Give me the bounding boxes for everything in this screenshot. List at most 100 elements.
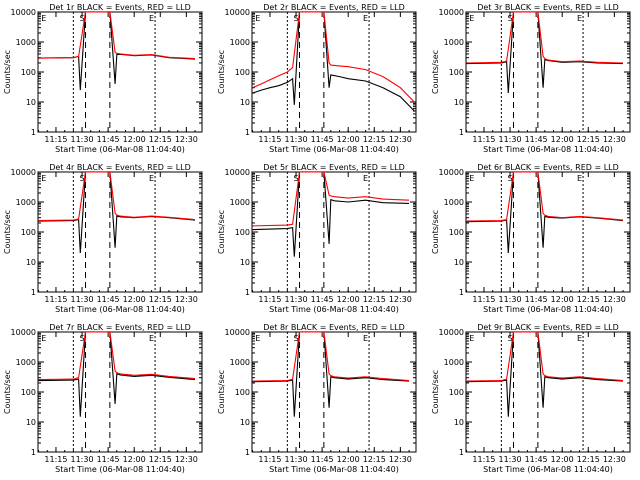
panel-det-6: Det 6r BLACK = Events, RED = LLD 1 10 100 10… bbox=[431, 163, 631, 314]
segment-marker: E bbox=[149, 174, 154, 183]
y-axis-label: Counts/sec bbox=[3, 370, 12, 414]
y-tick-label: 100 bbox=[449, 68, 464, 77]
x-axis-label: Start Time (06-Mar-08 11:04:40) bbox=[269, 465, 399, 474]
segment-marker: S bbox=[80, 174, 85, 183]
x-tick-label: 12:00 bbox=[551, 455, 574, 464]
x-tick-label: 11:30 bbox=[285, 295, 308, 304]
x-tick-label: 11:15 bbox=[258, 135, 281, 144]
segment-marker: E bbox=[41, 334, 46, 343]
y-axis-label: Counts/sec bbox=[431, 210, 440, 254]
segment-marker: E bbox=[469, 334, 474, 343]
panel-title: Det 8r BLACK = Events, RED = LLD bbox=[263, 323, 405, 332]
panel-title: Det 4r BLACK = Events, RED = LLD bbox=[49, 163, 191, 172]
x-tick-label: 12:30 bbox=[175, 455, 198, 464]
x-tick-label: 12:00 bbox=[123, 295, 146, 304]
y-axis-label: Counts/sec bbox=[217, 370, 226, 414]
panel-title: Det 1r BLACK = Events, RED = LLD bbox=[49, 3, 191, 12]
y-axis-label: Counts/sec bbox=[431, 50, 440, 94]
panel-det-8: Det 8r BLACK = Events, RED = LLD 1 10 100 10… bbox=[217, 323, 417, 474]
segment-marker: E bbox=[41, 14, 46, 23]
x-tick-label: 11:15 bbox=[472, 455, 495, 464]
x-tick-label: 11:45 bbox=[525, 135, 548, 144]
series-line-lld bbox=[252, 172, 410, 227]
segment-marker: E bbox=[469, 14, 474, 23]
y-tick-label: 1 bbox=[31, 128, 36, 137]
y-tick-label: 1000 bbox=[230, 358, 250, 367]
segment-marker: E bbox=[577, 334, 582, 343]
x-axis-label: Start Time (06-Mar-08 11:04:40) bbox=[483, 145, 613, 154]
x-tick-label: 12:30 bbox=[175, 135, 198, 144]
x-tick-label: 12:30 bbox=[389, 295, 412, 304]
series-line-lld bbox=[466, 12, 624, 64]
y-tick-label: 10000 bbox=[11, 328, 36, 337]
x-axis-label: Start Time (06-Mar-08 11:04:40) bbox=[269, 305, 399, 314]
y-tick-label: 100 bbox=[235, 228, 250, 237]
x-tick-label: 11:15 bbox=[472, 295, 495, 304]
x-tick-label: 11:45 bbox=[97, 135, 120, 144]
x-tick-label: 12:00 bbox=[551, 295, 574, 304]
x-tick-label: 12:00 bbox=[551, 135, 574, 144]
y-tick-label: 1 bbox=[459, 288, 464, 297]
x-tick-label: 11:30 bbox=[285, 135, 308, 144]
segment-marker: E bbox=[255, 334, 260, 343]
x-tick-label: 11:45 bbox=[525, 455, 548, 464]
x-tick-label: 12:30 bbox=[603, 135, 626, 144]
plot-frame bbox=[251, 331, 417, 453]
y-axis-label: Counts/sec bbox=[217, 50, 226, 94]
x-axis-label: Start Time (06-Mar-08 11:04:40) bbox=[55, 145, 185, 154]
y-tick-label: 10 bbox=[454, 258, 464, 267]
x-tick-label: 11:30 bbox=[71, 295, 94, 304]
segment-marker: S bbox=[294, 14, 299, 23]
y-tick-label: 10 bbox=[454, 98, 464, 107]
y-tick-label: 100 bbox=[449, 228, 464, 237]
segment-marker: E bbox=[363, 334, 368, 343]
y-tick-label: 10000 bbox=[439, 328, 464, 337]
x-axis-label: Start Time (06-Mar-08 11:04:40) bbox=[269, 145, 399, 154]
series-line-events bbox=[252, 12, 415, 112]
series-line-lld bbox=[38, 172, 196, 222]
segment-marker: S bbox=[508, 14, 513, 23]
series-line-lld bbox=[38, 12, 196, 60]
y-tick-label: 100 bbox=[449, 388, 464, 397]
x-tick-label: 12:15 bbox=[149, 135, 172, 144]
y-tick-label: 100 bbox=[21, 388, 36, 397]
y-tick-label: 1 bbox=[31, 448, 36, 457]
y-tick-label: 1000 bbox=[16, 358, 36, 367]
y-tick-label: 100 bbox=[21, 68, 36, 77]
x-tick-label: 11:45 bbox=[97, 455, 120, 464]
x-tick-label: 11:15 bbox=[44, 455, 67, 464]
x-tick-label: 11:30 bbox=[499, 455, 522, 464]
y-tick-label: 10 bbox=[454, 418, 464, 427]
x-tick-label: 11:15 bbox=[44, 135, 67, 144]
x-tick-label: 11:45 bbox=[311, 455, 334, 464]
x-tick-label: 12:15 bbox=[363, 295, 386, 304]
segment-marker: E bbox=[577, 14, 582, 23]
panel-title: Det 6r BLACK = Events, RED = LLD bbox=[477, 163, 619, 172]
x-tick-label: 11:30 bbox=[499, 135, 522, 144]
x-axis-label: Start Time (06-Mar-08 11:04:40) bbox=[55, 305, 185, 314]
x-tick-label: 12:15 bbox=[577, 295, 600, 304]
panel-det-3: Det 3r BLACK = Events, RED = LLD 1 10 100 10… bbox=[431, 3, 631, 154]
y-tick-label: 10 bbox=[240, 258, 250, 267]
x-tick-label: 11:30 bbox=[71, 135, 94, 144]
panel-det-7: Det 7r BLACK = Events, RED = LLD 1 10 100 10… bbox=[3, 323, 203, 474]
segment-marker: E bbox=[577, 174, 582, 183]
plot-frame bbox=[37, 331, 203, 453]
x-tick-label: 12:15 bbox=[363, 455, 386, 464]
panel-title: Det 3r BLACK = Events, RED = LLD bbox=[477, 3, 619, 12]
series-line-events bbox=[466, 12, 624, 94]
x-tick-label: 11:45 bbox=[311, 295, 334, 304]
x-tick-label: 12:00 bbox=[337, 135, 360, 144]
y-tick-label: 1000 bbox=[16, 38, 36, 47]
y-axis-label: Counts/sec bbox=[3, 50, 12, 94]
y-tick-label: 1000 bbox=[16, 198, 36, 207]
plot-frame bbox=[465, 171, 631, 293]
y-tick-label: 1000 bbox=[444, 358, 464, 367]
segment-marker: E bbox=[149, 14, 154, 23]
panel-det-5: Det 5r BLACK = Events, RED = LLD 1 10 100 10… bbox=[217, 163, 417, 314]
segment-marker: E bbox=[363, 14, 368, 23]
panel-det-9: Det 9r BLACK = Events, RED = LLD 1 10 100 10… bbox=[431, 323, 631, 474]
y-tick-label: 1 bbox=[459, 128, 464, 137]
x-tick-label: 12:15 bbox=[363, 135, 386, 144]
